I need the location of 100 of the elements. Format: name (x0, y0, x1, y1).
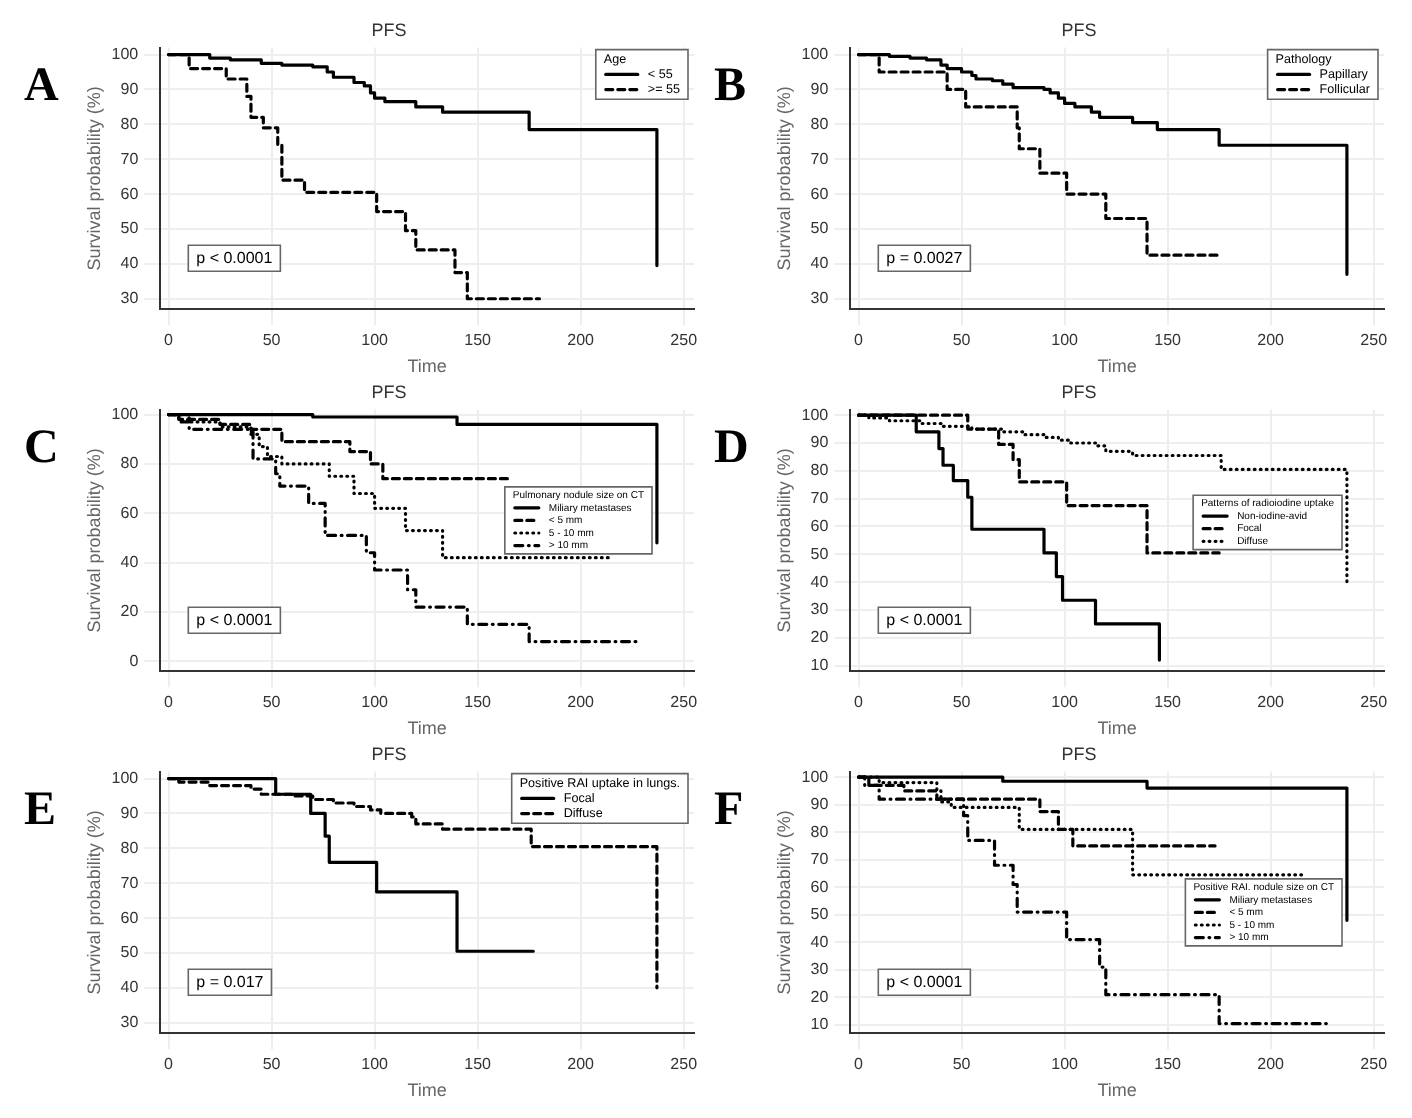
y-tick-label: 100 (801, 767, 830, 786)
x-axis-title: Time (1097, 1080, 1137, 1101)
x-tick-label: 250 (1360, 331, 1389, 350)
y-tick-label: 90 (120, 79, 140, 98)
y-tick-label: 70 (810, 149, 830, 168)
y-tick-label: 100 (111, 768, 140, 787)
y-tick-label: 100 (801, 44, 830, 63)
y-axis-title: Survival probability (%) (773, 810, 794, 995)
text: B (714, 60, 747, 114)
x-tick-label: 150 (1154, 693, 1183, 712)
y-axis-title: Survival probability (%) (773, 448, 794, 633)
y-tick-label: 80 (810, 461, 830, 480)
x-tick-label: 150 (464, 1055, 493, 1074)
x-tick-label: 50 (952, 1055, 972, 1074)
y-tick-label: 80 (120, 114, 140, 133)
y-tick-label: 50 (120, 943, 140, 962)
y-tick-label: 10 (810, 1015, 830, 1034)
chart-title: PFS (371, 381, 407, 402)
x-tick-label: 50 (262, 1055, 282, 1074)
y-tick-label: 70 (810, 489, 830, 508)
annotation: p = 0.0027 (886, 248, 964, 267)
x-tick-label: 0 (854, 693, 865, 712)
x-tick-label: 50 (952, 693, 972, 712)
y-tick-label: 20 (120, 602, 140, 621)
chart-title: PFS (1061, 381, 1097, 402)
annotation: p = 0.017 (196, 972, 265, 991)
y-tick-label: 60 (810, 877, 830, 896)
y-tick-label: 90 (810, 433, 830, 452)
y-tick-label: 80 (810, 114, 830, 133)
x-axis-title: Time (407, 718, 447, 739)
x-tick-label: 250 (670, 693, 699, 712)
x-tick-label: 150 (1154, 1055, 1183, 1074)
y-tick-label: 70 (120, 149, 140, 168)
y-tick-label: 0 (129, 651, 140, 670)
x-tick-label: 0 (854, 1055, 865, 1074)
x-tick-label: 250 (670, 331, 699, 350)
x-tick-label: 200 (1257, 331, 1286, 350)
x-tick-label: 250 (1360, 693, 1389, 712)
y-tick-label: 60 (120, 908, 140, 927)
text: F (714, 784, 744, 838)
x-tick-label: 250 (1360, 1055, 1389, 1074)
y-tick-label: 10 (810, 656, 830, 675)
y-tick-label: 90 (120, 803, 140, 822)
x-tick-label: 200 (1257, 1055, 1286, 1074)
x-tick-label: 100 (1051, 331, 1080, 350)
text: C (24, 422, 59, 476)
x-tick-label: 200 (567, 1055, 596, 1074)
y-tick-label: 70 (810, 850, 830, 869)
x-tick-label: 200 (567, 331, 596, 350)
annotation: p < 0.0001 (886, 972, 964, 991)
y-tick-label: 90 (810, 79, 830, 98)
x-tick-label: 100 (361, 693, 390, 712)
y-tick-label: 80 (120, 838, 140, 857)
x-tick-label: 50 (262, 693, 282, 712)
text: D (714, 422, 749, 476)
y-axis-title: Survival probability (%) (83, 810, 104, 995)
y-tick-label: 30 (810, 600, 830, 619)
chart-title: PFS (371, 19, 407, 40)
text: E (24, 784, 57, 838)
y-tick-label: 60 (810, 516, 830, 535)
y-tick-label: 30 (810, 960, 830, 979)
y-tick-label: 50 (120, 219, 140, 238)
x-tick-label: 0 (164, 331, 175, 350)
y-tick-label: 50 (810, 219, 830, 238)
x-tick-label: 150 (464, 693, 493, 712)
y-tick-label: 30 (810, 289, 830, 308)
y-tick-label: 80 (120, 454, 140, 473)
y-axis-title: Survival probability (%) (773, 86, 794, 271)
x-tick-label: 200 (1257, 693, 1286, 712)
y-tick-label: 20 (810, 628, 830, 647)
y-tick-label: 60 (810, 184, 830, 203)
chart-title: PFS (1061, 743, 1097, 764)
annotation: p < 0.0001 (196, 610, 274, 629)
y-tick-label: 40 (120, 553, 140, 572)
chart-title: PFS (1061, 19, 1097, 40)
y-tick-label: 80 (810, 822, 830, 841)
y-axis-title: Survival probability (%) (83, 448, 104, 633)
y-tick-label: 60 (120, 184, 140, 203)
x-tick-label: 0 (164, 1055, 175, 1074)
x-tick-label: 0 (854, 331, 865, 350)
annotation: p < 0.0001 (886, 610, 964, 629)
x-tick-label: 150 (464, 331, 493, 350)
y-tick-label: 40 (810, 932, 830, 951)
y-tick-label: 40 (810, 254, 830, 273)
y-tick-label: 60 (120, 503, 140, 522)
text: A (24, 60, 59, 114)
y-tick-label: 100 (111, 404, 140, 423)
x-axis-title: Time (1097, 718, 1137, 739)
x-tick-label: 0 (164, 693, 175, 712)
y-tick-label: 40 (120, 254, 140, 273)
x-tick-label: 100 (1051, 693, 1080, 712)
y-tick-label: 40 (120, 978, 140, 997)
x-tick-label: 250 (670, 1055, 699, 1074)
x-tick-label: 50 (262, 331, 282, 350)
x-axis-title: Time (1097, 356, 1137, 377)
y-tick-label: 30 (120, 1013, 140, 1032)
y-tick-label: 50 (810, 544, 830, 563)
y-axis-title: Survival probability (%) (83, 86, 104, 271)
y-tick-label: 100 (111, 44, 140, 63)
chart-title: PFS (371, 743, 407, 764)
